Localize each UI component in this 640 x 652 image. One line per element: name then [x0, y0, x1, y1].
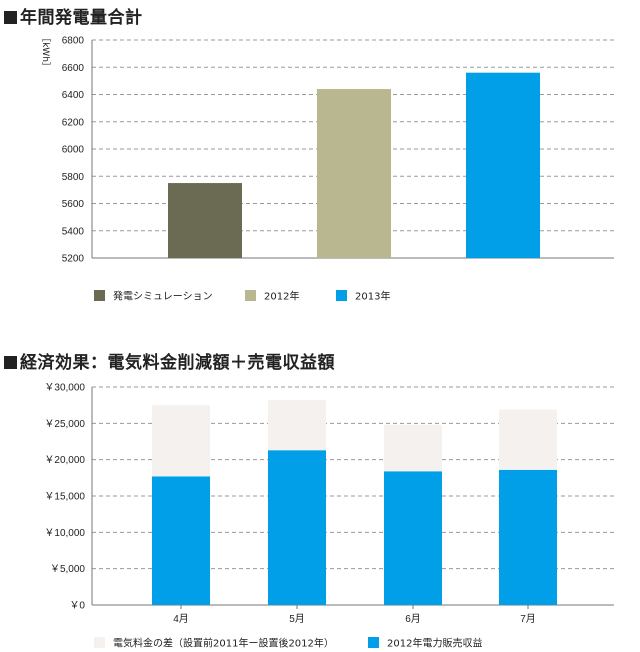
- xtick-label: 6月: [405, 613, 421, 625]
- xtick-label: 5月: [289, 613, 305, 625]
- chart2-legend: 電気料金の差（設置前2011年ー設置後2012年） 2012年電力販売収益: [94, 637, 482, 650]
- ytick-label: 6200: [62, 117, 85, 128]
- legend-label: 2013年: [355, 290, 390, 303]
- ytick-label: 6400: [62, 90, 85, 101]
- ytick-label: 6600: [62, 63, 85, 74]
- y-axis-unit: ［kWh］: [40, 33, 51, 71]
- legend-swatch: [94, 637, 105, 648]
- ytick-label: 5400: [62, 226, 85, 237]
- legend-label: 発電シミュレーション: [113, 290, 213, 303]
- ytick-label: 6800: [62, 36, 85, 47]
- bar-2: [317, 89, 391, 258]
- chart2-bars: [152, 400, 557, 605]
- title-square-icon: [4, 356, 17, 369]
- bar-3-segment-1: [384, 471, 442, 605]
- bar-1: [168, 183, 242, 258]
- ytick-label: ￥15,000: [44, 492, 85, 503]
- chart1-title: 年間発電量合計: [4, 3, 143, 28]
- chart1-bars: [168, 72, 540, 258]
- legend-swatch: [245, 290, 256, 301]
- bar-1-segment-1: [152, 476, 210, 605]
- ytick-label: 5200: [62, 254, 85, 265]
- ytick-label: 5800: [62, 172, 85, 183]
- legend-swatch: [94, 290, 105, 301]
- xtick-label: 7月: [520, 613, 536, 625]
- xtick-label: 4月: [173, 613, 189, 625]
- title-square-icon: [4, 11, 17, 24]
- ytick-label: ￥30,000: [44, 383, 85, 394]
- ytick-label: ￥25,000: [44, 419, 85, 430]
- chart2-yticks: ￥0 ￥5,000 ￥10,000 ￥15,000 ￥20,000 ￥25,000 ￥30,…: [44, 383, 85, 612]
- legend-label: 2012年: [264, 290, 299, 303]
- chart2-title: 経済効果：電気料金削減額＋売電収益額: [4, 348, 335, 373]
- bar-3-segment-2: [384, 424, 442, 472]
- title-text: 年間発電量合計: [20, 8, 143, 28]
- ytick-label: ￥0: [69, 601, 85, 612]
- chart1-legend: 発電シミュレーション 2012年 2013年: [94, 290, 390, 303]
- title-text: 経済効果：電気料金削減額＋売電収益額: [20, 353, 335, 373]
- ytick-label: ￥20,000: [44, 455, 85, 466]
- legend-label: 2012年電力販売収益: [387, 637, 482, 650]
- ytick-label: 6000: [62, 145, 85, 156]
- legend-swatch: [336, 290, 347, 301]
- chart1-yticks: 5200 5400 5600 5800 6000 6200 6400 6600 6800 ［kWh…: [40, 33, 84, 264]
- bar-4-segment-1: [499, 469, 557, 605]
- ytick-label: 5600: [62, 199, 85, 210]
- bar-2-segment-1: [268, 450, 326, 605]
- bar-2-segment-2: [268, 400, 326, 451]
- bar-1-segment-2: [152, 405, 210, 477]
- chart2-xticks: 4月 5月 6月 7月: [173, 605, 536, 625]
- legend-label: 電気料金の差（設置前2011年ー設置後2012年）: [113, 637, 334, 650]
- bar-4-segment-2: [499, 409, 557, 470]
- ytick-label: ￥10,000: [44, 528, 85, 539]
- bar-3: [466, 72, 540, 258]
- ytick-label: ￥5,000: [50, 564, 85, 575]
- legend-swatch: [368, 637, 379, 648]
